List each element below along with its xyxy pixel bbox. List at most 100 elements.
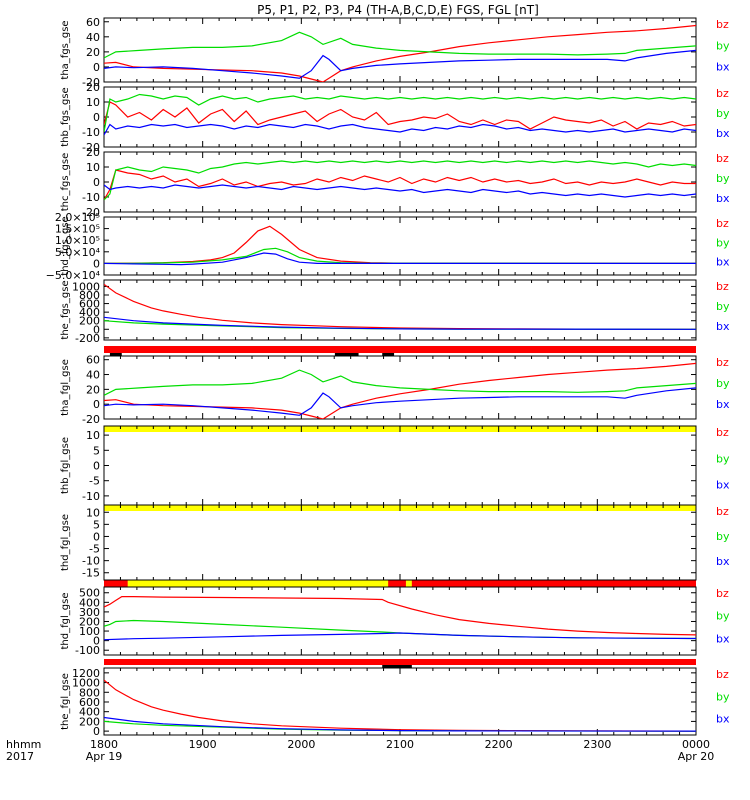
legend-label-the_fgs-bz: bz: [716, 280, 729, 293]
y-tick-label-thb_fgl-4: -10: [82, 490, 100, 503]
flag-bar-the_fgs-2: [334, 353, 359, 356]
legend-label-thd_fgl_lower-by: by: [716, 610, 730, 623]
series-line-thb_fgs-by: [104, 93, 696, 133]
panel-thd_fgs: 2.0×10⁵1.5×10⁵1.0×10⁵5.0×10⁴0−5.0×10⁴thd…: [46, 211, 730, 282]
panel-frame-thb_fgl: [103, 425, 697, 506]
y-tick-label-thd_fgs-5: −5.0×10⁴: [46, 269, 101, 282]
legend-label-thd_fgl_upper-by: by: [716, 530, 730, 543]
y-axis-label-tha_fgl: tha_fgl_gse: [60, 359, 71, 416]
legend-label-thd_fgl_upper-bx: bx: [716, 555, 730, 568]
legend-label-tha_fgs-bz: bz: [716, 18, 729, 31]
chart-title: P5, P1, P2, P3, P4 (TH-A,B,C,D,E) FGS, F…: [257, 3, 539, 17]
series-line-thb_fgs-bz: [104, 101, 696, 130]
series-line-thd_fgl_lower-bx: [104, 632, 696, 641]
y-tick-label-tha_fgs-1: 40: [86, 31, 100, 44]
legend-label-thd_fgs-bz: bz: [716, 217, 729, 230]
y-tick-label-the_fgs-1: 800: [79, 289, 100, 302]
y-tick-label-the_fgl-3: 600: [79, 696, 100, 709]
series-line-the_fgl-bz: [104, 679, 696, 732]
panel-frame-the_fgs: [103, 279, 697, 341]
series-line-thd_fgs-bz: [104, 225, 696, 264]
series-line-thc_fgs-bx: [104, 184, 696, 198]
y-axis-label-thb_fgs: thb_fgs_gse: [60, 87, 71, 146]
series-line-the_fgl-bx: [104, 716, 696, 732]
panel-frame-thd_fgl_upper: [103, 504, 697, 581]
y-tick-label-thd_fgl_upper-1: 5: [93, 518, 100, 531]
y-axis-label-thd_fgl_upper: thd_fgl_gse: [60, 514, 71, 571]
legend-label-thd_fgl_upper-bz: bz: [716, 505, 729, 518]
flag-bar-thd_fgl_lower-1: [382, 665, 412, 668]
y-tick-label-the_fgs-2: 600: [79, 298, 100, 311]
y-tick-label-tha_fgs-0: 60: [86, 16, 100, 29]
y-axis-label-tha_fgs: tha_fgs_gse: [60, 20, 71, 79]
series-line-thd_fgs-bx: [104, 252, 696, 266]
y-tick-label-the_fgs-0: 1000: [72, 280, 100, 293]
legend-label-thb_fgl-bx: bx: [716, 479, 730, 492]
x-axis: hhmm 2017 Apr 19 Apr 20 1800 1900 2000 2100…: [6, 738, 714, 763]
legend-label-thb_fgs-bz: bz: [716, 87, 729, 100]
series-line-tha_fgs-by: [104, 31, 696, 59]
legend-label-tha_fgs-by: by: [716, 39, 730, 52]
y-tick-label-thb_fgl-3: -5: [89, 475, 100, 488]
y-tick-label-the_fgl-0: 1200: [72, 667, 100, 680]
legend-label-tha_fgl-bz: bz: [716, 356, 729, 369]
y-tick-label-thd_fgs-1: 1.5×10⁵: [55, 223, 100, 236]
legend-label-thb_fgl-by: by: [716, 452, 730, 465]
y-tick-label-the_fgl-2: 800: [79, 686, 100, 699]
series-line-thd_fgl_lower-bz: [104, 596, 696, 636]
y-tick-label-the_fgs-4: 200: [79, 315, 100, 328]
y-tick-label-tha_fgs-4: -20: [82, 76, 100, 89]
series-line-tha_fgl-by: [104, 369, 696, 396]
y-axis-label-thc_fgs: thc_fgs_gse: [60, 153, 71, 212]
y-tick-label-thd_fgs-2: 1.0×10⁵: [55, 234, 100, 247]
legend-label-tha_fgl-bx: bx: [716, 398, 730, 411]
series-line-the_fgs-bx: [104, 316, 696, 330]
panel-thb_fgl: 10 5 0 -5 -10 thb_fgl_gse bz by bx: [60, 425, 730, 511]
legend-label-the_fgs-by: by: [716, 300, 730, 313]
series-line-tha_fgs-bx: [104, 49, 696, 79]
y-axis-label-the_fgl: the_fgl_gse: [60, 673, 71, 730]
legend-label-thc_fgs-bz: bz: [716, 152, 729, 165]
y-tick-label-the_fgl-1: 1000: [72, 677, 100, 690]
y-tick-label-tha_fgl-2: 20: [86, 383, 100, 396]
legend-label-thc_fgs-bx: bx: [716, 192, 730, 205]
series-line-thd_fgl_lower-by: [104, 619, 696, 640]
series-line-tha_fgl-bx: [104, 387, 696, 416]
y-tick-label-thc_fgs-4: -20: [82, 206, 100, 219]
y-tick-label-thc_fgs-1: 10: [86, 161, 100, 174]
y-tick-label-tha_fgs-2: 20: [86, 46, 100, 59]
y-tick-label-tha_fgl-0: 60: [86, 354, 100, 367]
legend-label-the_fgl-bz: bz: [716, 668, 729, 681]
y-tick-label-thd_fgl_lower-2: 300: [79, 606, 100, 619]
legend-label-thb_fgl-bz: bz: [716, 426, 729, 439]
y-tick-label-thd_fgl_lower-6: -100: [75, 644, 100, 657]
y-tick-label-thd_fgl_upper-5: -15: [82, 567, 100, 580]
y-axis-label-thd_fgs: thd_fgs_gse: [60, 216, 71, 275]
series-line-thb_fgs-bx: [104, 123, 696, 136]
flag-bar-thd_fgl_upper-0: [104, 580, 696, 587]
panel-thc_fgs: 20 10 0 -10 -20 thc_fgs_gse bz by bx: [60, 146, 730, 219]
y-tick-label-thd_fgl_upper-3: -5: [89, 543, 100, 556]
y-tick-label-the_fgs-5: 0: [93, 323, 100, 336]
y-tick-label-thd_fgs-3: 5.0×10⁴: [55, 246, 101, 259]
y-tick-label-the_fgl-4: 400: [79, 706, 100, 719]
y-tick-label-thb_fgs-0: 20: [86, 81, 100, 94]
legend-label-thb_fgs-bx: bx: [716, 127, 730, 140]
y-tick-label-thc_fgs-0: 20: [86, 146, 100, 159]
y-tick-label-thb_fgl-1: 5: [93, 444, 100, 457]
y-tick-label-the_fgs-6: -200: [75, 332, 100, 345]
y-axis-label-the_fgs: the_fgs_gse: [60, 280, 71, 339]
legend-label-thd_fgl_lower-bx: bx: [716, 632, 730, 645]
y-tick-label-thd_fgl_lower-0: 500: [79, 587, 100, 600]
y-tick-label-thd_fgl_lower-4: 100: [79, 625, 100, 638]
y-tick-label-thc_fgs-3: -10: [82, 191, 100, 204]
y-axis-label-thd_fgl_lower: thd_fgl_gse: [60, 593, 71, 650]
y-tick-label-thd_fgl_lower-3: 200: [79, 615, 100, 628]
legend-label-tha_fgs-bx: bx: [716, 61, 730, 74]
x-tick-label-3: 2100: [386, 738, 414, 751]
y-tick-label-thb_fgs-4: -20: [82, 141, 100, 154]
y-tick-label-tha_fgl-4: -20: [82, 413, 100, 426]
